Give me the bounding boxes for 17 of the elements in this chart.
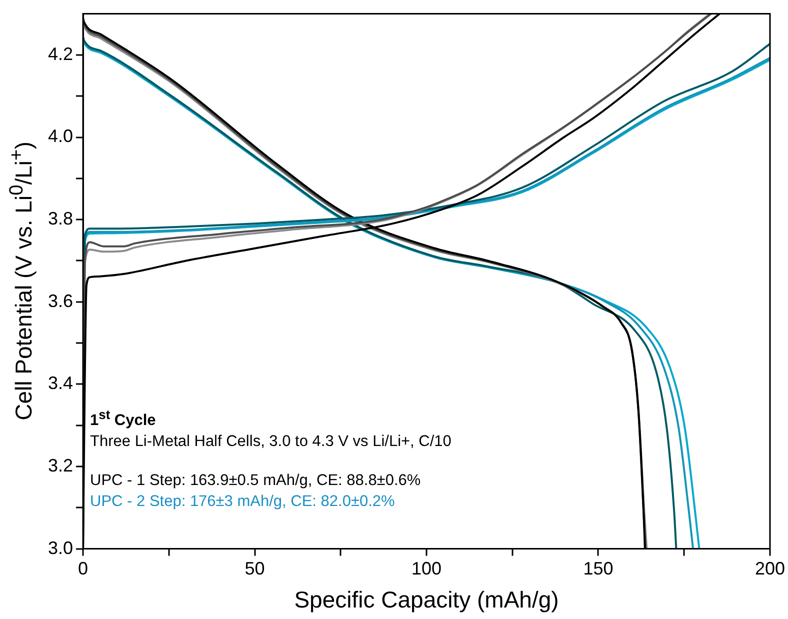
- text: Three Li-Metal Half Cells, 3.0 to 4.3 V vs Li/Li+, C/10: [90, 432, 452, 452]
- x-tick-label: 0: [78, 558, 88, 579]
- text: 1$^{st}$ Cycle: [90, 406, 157, 431]
- x-tick-label: 100: [411, 558, 442, 579]
- y-tick-label: 3.8: [48, 208, 74, 229]
- y-tick-label: 3.2: [48, 455, 74, 476]
- y-tick-label: 4.0: [48, 126, 74, 146]
- annotation: UPC - 1 Step: 163.9±0.5 mAh/g, CE: 88.8±0.6%: [90, 470, 422, 491]
- x-tick-label: 200: [754, 558, 786, 579]
- y-tick-label: 3.6: [48, 290, 74, 311]
- x-tick-label: 50: [244, 558, 265, 579]
- y-tick-label: 3.0: [48, 538, 74, 558]
- x-axis-title: Specific Capacity (mAh/g): [294, 586, 559, 613]
- x-tick-label: 150: [583, 558, 614, 579]
- y-tick-label: 4.2: [48, 44, 74, 64]
- y-tick-label: 3.4: [48, 373, 74, 394]
- annotation: UPC - 2 Step: 176±3 mAh/g, CE: 82.0±0.2%: [90, 492, 396, 512]
